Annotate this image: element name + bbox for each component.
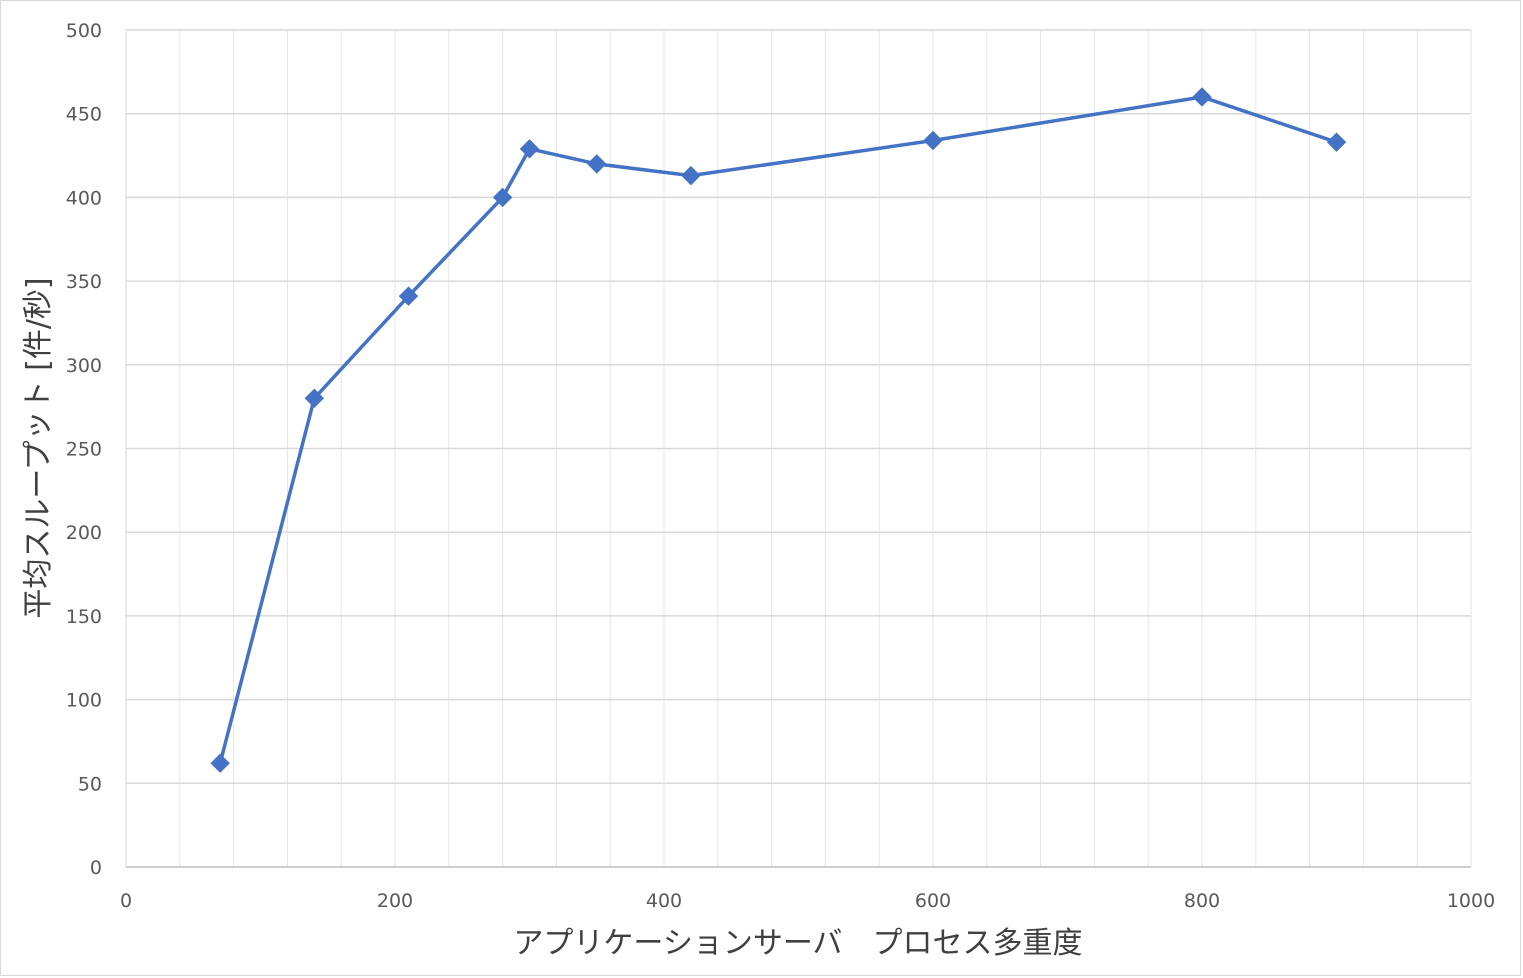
data-point-marker [492,187,513,208]
x-axis-ticks: 0 200 400 600 800 1000 [120,890,1495,912]
y-tick-label: 200 [66,522,102,544]
y-tick-label: 50 [78,773,102,795]
y-tick-label: 100 [66,690,102,712]
x-tick-label: 600 [915,890,951,912]
y-tick-label: 300 [66,355,102,377]
data-point-marker [587,154,607,174]
data-point-marker [519,139,540,159]
data-series [210,87,1347,773]
y-tick-label: 500 [66,20,102,42]
data-point-marker [1192,87,1212,107]
data-point-marker [923,130,943,151]
y-tick-label: 150 [66,606,102,628]
x-tick-label: 0 [120,890,132,912]
series-line [218,95,1338,764]
x-tick-label: 200 [377,890,413,912]
data-point-marker [398,286,419,306]
y-tick-label: 350 [66,271,102,293]
y-axis-title: 平均スループット [件/秒] [21,277,56,618]
data-point-marker [304,388,325,408]
y-axis-ticks: 0 50 100 150 200 250 300 350 400 450 500 [66,20,102,879]
x-tick-label: 400 [646,890,682,912]
x-tick-label: 1000 [1447,890,1495,912]
x-tick-label: 800 [1184,890,1220,912]
data-point-marker [1326,132,1347,152]
y-tick-label: 400 [66,187,102,209]
x-axis-title: アプリケーションサーバ プロセス多重度 [513,926,1082,961]
y-tick-label: 450 [66,104,102,126]
y-tick-label: 250 [66,439,102,461]
data-point-marker [210,753,230,773]
gridlines [125,29,1472,868]
data-point-marker [681,165,701,186]
y-tick-label: 0 [90,857,102,879]
